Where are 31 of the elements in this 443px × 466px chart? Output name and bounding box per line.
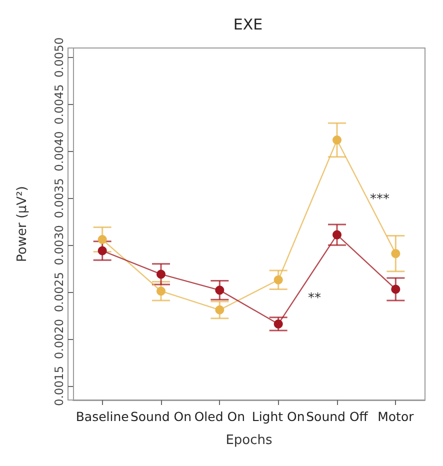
annotation: ** [308, 291, 322, 306]
y-tick-label: 0.0040 [52, 131, 66, 172]
y-axis-title: Power (μV²) [15, 186, 30, 262]
point [98, 246, 107, 256]
y-tick-label: 0.0045 [52, 84, 66, 124]
point [332, 230, 342, 240]
point [215, 305, 224, 314]
x-tick-label: Sound On [130, 409, 192, 424]
point [156, 270, 166, 279]
point [391, 284, 400, 294]
x-tick-label: Motor [378, 409, 415, 424]
y-tick-label: 0.0050 [52, 37, 66, 78]
point [274, 319, 283, 328]
x-tick-label: Light On [252, 409, 305, 424]
y-tick-label: 0.0015 [52, 366, 66, 406]
point [156, 286, 166, 296]
y-tick-label: 0.0030 [52, 224, 66, 266]
y-tick-label: 0.0025 [52, 272, 66, 312]
point [274, 275, 283, 284]
x-tick-label: Oled On [194, 409, 246, 424]
x-tick-label: Sound Off [306, 409, 368, 424]
annotation: *** [370, 192, 390, 207]
point [332, 135, 342, 144]
y-tick-label: 0.0020 [52, 318, 66, 360]
x-axis-title: Epochs [226, 433, 273, 448]
point [98, 234, 107, 244]
chart-title: EXE [233, 16, 263, 34]
x-tick-label: Baseline [76, 409, 130, 424]
point [215, 286, 224, 295]
y-tick-label: 0.0035 [52, 178, 66, 218]
point [391, 249, 400, 258]
